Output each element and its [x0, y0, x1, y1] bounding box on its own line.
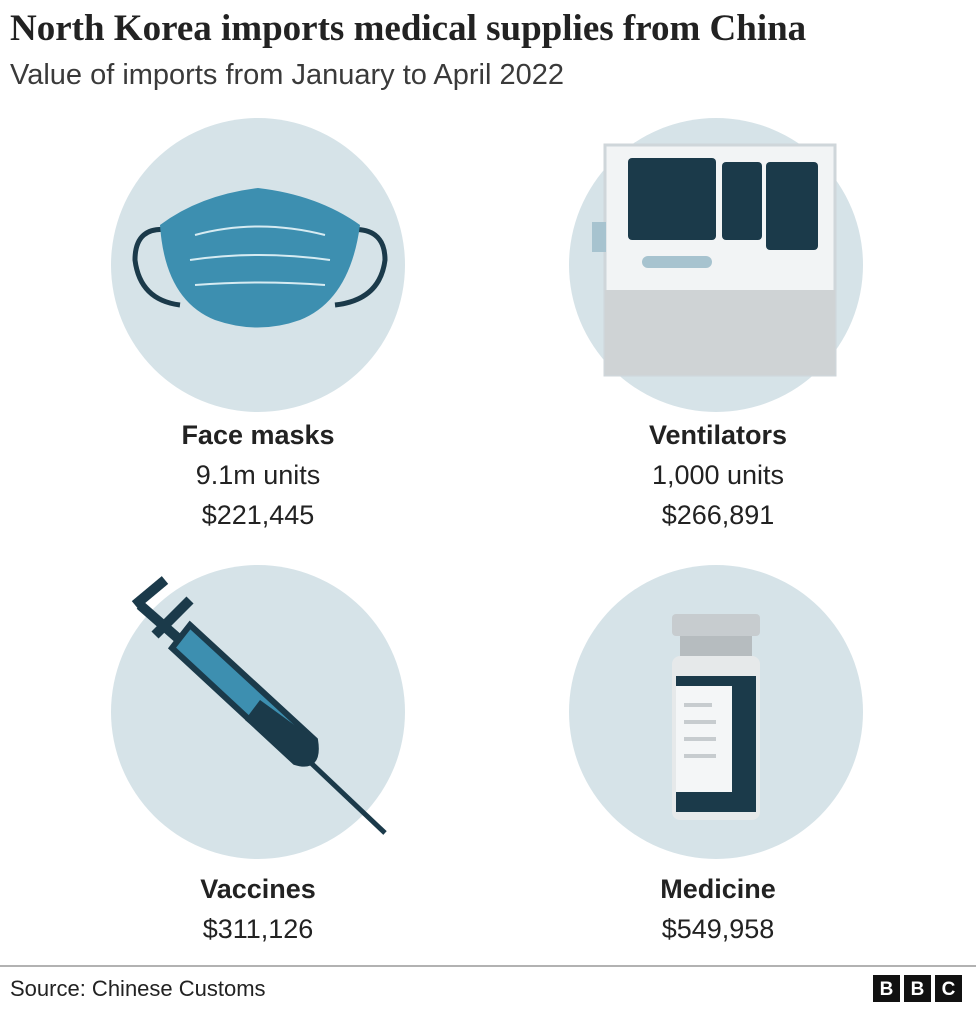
syringe-icon	[131, 576, 387, 835]
item-value: $266,891	[662, 500, 775, 530]
item-name: Ventilators	[649, 420, 787, 450]
ventilator-icon	[592, 143, 837, 377]
item-name: Face masks	[181, 420, 334, 450]
item-name: Medicine	[660, 874, 776, 904]
item-units: 9.1m units	[196, 460, 321, 490]
item-units: 1,000 units	[652, 460, 784, 490]
subtitle: Value of imports from January to April 2…	[10, 59, 564, 91]
title: North Korea imports medical supplies fro…	[10, 8, 806, 49]
item-value: $549,958	[662, 914, 775, 944]
item-name: Vaccines	[200, 874, 316, 904]
mask-icon	[132, 188, 388, 328]
item-value: $311,126	[203, 914, 314, 944]
logo-letter: B	[880, 979, 894, 1000]
logo-letter: C	[942, 979, 956, 1000]
item-value: $221,445	[202, 500, 315, 530]
bbc-logo: B B C	[873, 975, 962, 1002]
source: Source: Chinese Customs	[10, 976, 266, 1001]
medicine-icon	[672, 614, 760, 820]
logo-letter: B	[911, 979, 925, 1000]
